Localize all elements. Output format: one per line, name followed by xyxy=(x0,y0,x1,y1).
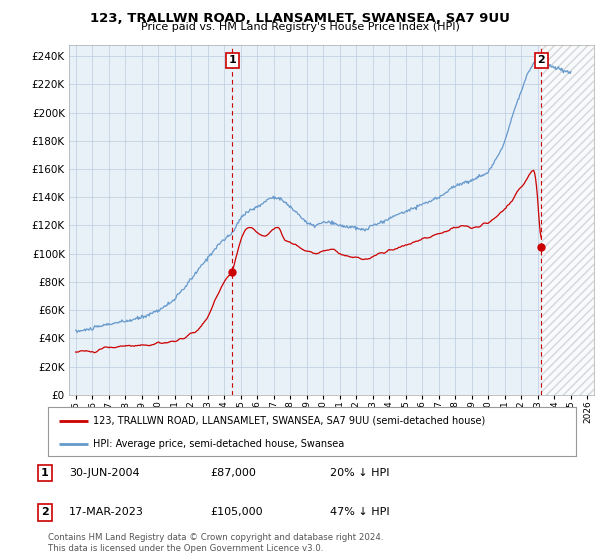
Text: Contains HM Land Registry data © Crown copyright and database right 2024.
This d: Contains HM Land Registry data © Crown c… xyxy=(48,533,383,553)
Bar xyxy=(541,45,594,395)
Text: 123, TRALLWN ROAD, LLANSAMLET, SWANSEA, SA7 9UU: 123, TRALLWN ROAD, LLANSAMLET, SWANSEA, … xyxy=(90,12,510,25)
Text: £87,000: £87,000 xyxy=(210,468,256,478)
Text: 30-JUN-2004: 30-JUN-2004 xyxy=(69,468,140,478)
Text: 17-MAR-2023: 17-MAR-2023 xyxy=(69,507,144,517)
Text: 1: 1 xyxy=(41,468,49,478)
Text: £105,000: £105,000 xyxy=(210,507,263,517)
Text: 2: 2 xyxy=(537,55,545,66)
Text: 2: 2 xyxy=(41,507,49,517)
Text: 47% ↓ HPI: 47% ↓ HPI xyxy=(330,507,389,517)
Bar xyxy=(541,45,594,395)
Text: 1: 1 xyxy=(229,55,236,66)
Text: 123, TRALLWN ROAD, LLANSAMLET, SWANSEA, SA7 9UU (semi-detached house): 123, TRALLWN ROAD, LLANSAMLET, SWANSEA, … xyxy=(93,416,485,426)
Text: Price paid vs. HM Land Registry's House Price Index (HPI): Price paid vs. HM Land Registry's House … xyxy=(140,22,460,32)
Text: 20% ↓ HPI: 20% ↓ HPI xyxy=(330,468,389,478)
Text: HPI: Average price, semi-detached house, Swansea: HPI: Average price, semi-detached house,… xyxy=(93,439,344,449)
